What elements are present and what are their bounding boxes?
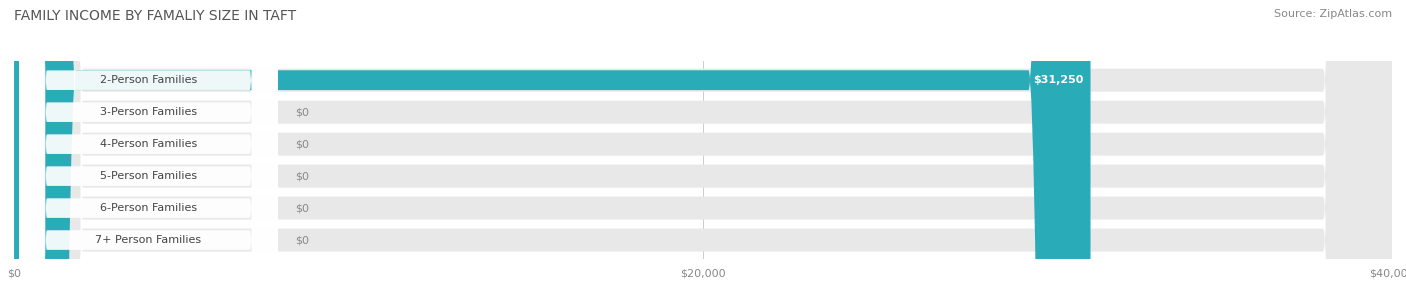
FancyBboxPatch shape [20, 0, 277, 305]
Text: 7+ Person Families: 7+ Person Families [96, 235, 201, 245]
FancyBboxPatch shape [14, 0, 1392, 305]
FancyBboxPatch shape [20, 0, 277, 305]
FancyBboxPatch shape [14, 0, 1392, 305]
Text: $0: $0 [295, 171, 309, 181]
Text: $31,250: $31,250 [1033, 75, 1084, 85]
FancyBboxPatch shape [14, 0, 1392, 305]
Text: $0: $0 [295, 235, 309, 245]
Text: Source: ZipAtlas.com: Source: ZipAtlas.com [1274, 9, 1392, 19]
FancyBboxPatch shape [20, 0, 277, 305]
FancyBboxPatch shape [20, 0, 277, 305]
FancyBboxPatch shape [20, 0, 277, 305]
FancyBboxPatch shape [14, 0, 1392, 305]
Text: 6-Person Families: 6-Person Families [100, 203, 197, 213]
Text: $0: $0 [295, 203, 309, 213]
Text: 3-Person Families: 3-Person Families [100, 107, 197, 117]
Text: 2-Person Families: 2-Person Families [100, 75, 197, 85]
Text: $0: $0 [295, 139, 309, 149]
FancyBboxPatch shape [20, 0, 277, 305]
Text: 4-Person Families: 4-Person Families [100, 139, 197, 149]
Text: $0: $0 [295, 107, 309, 117]
Text: FAMILY INCOME BY FAMALIY SIZE IN TAFT: FAMILY INCOME BY FAMALIY SIZE IN TAFT [14, 9, 297, 23]
Text: 5-Person Families: 5-Person Families [100, 171, 197, 181]
FancyBboxPatch shape [14, 0, 1392, 305]
FancyBboxPatch shape [14, 0, 1091, 305]
FancyBboxPatch shape [14, 0, 1392, 305]
